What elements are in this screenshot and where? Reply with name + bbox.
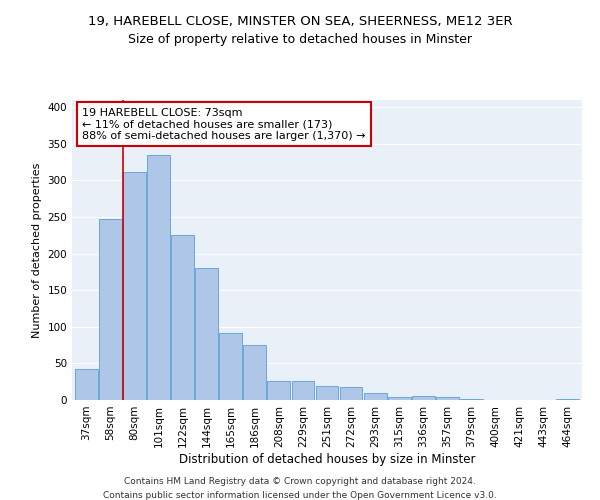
Bar [75,370,98,400]
Bar [412,396,434,400]
Bar [364,392,386,400]
Bar [123,172,146,400]
Bar [244,345,266,400]
X-axis label: Distribution of detached houses by size in Minster: Distribution of detached houses by size … [179,452,475,466]
Bar [268,381,290,400]
Bar [556,398,579,400]
Bar [340,387,362,400]
Bar [388,397,410,400]
Bar [147,155,170,400]
Text: 19, HAREBELL CLOSE, MINSTER ON SEA, SHEERNESS, ME12 3ER: 19, HAREBELL CLOSE, MINSTER ON SEA, SHEE… [88,15,512,28]
Y-axis label: Number of detached properties: Number of detached properties [32,162,42,338]
Bar [316,386,338,400]
Bar [292,381,314,400]
Text: Contains public sector information licensed under the Open Government Licence v3: Contains public sector information licen… [103,491,497,500]
Text: Size of property relative to detached houses in Minster: Size of property relative to detached ho… [128,32,472,46]
Bar [220,332,242,400]
Bar [436,397,459,400]
Bar [195,268,218,400]
Bar [171,234,194,400]
Bar [460,398,483,400]
Bar [99,220,122,400]
Text: 19 HAREBELL CLOSE: 73sqm
← 11% of detached houses are smaller (173)
88% of semi-: 19 HAREBELL CLOSE: 73sqm ← 11% of detach… [82,108,366,140]
Text: Contains HM Land Registry data © Crown copyright and database right 2024.: Contains HM Land Registry data © Crown c… [124,478,476,486]
